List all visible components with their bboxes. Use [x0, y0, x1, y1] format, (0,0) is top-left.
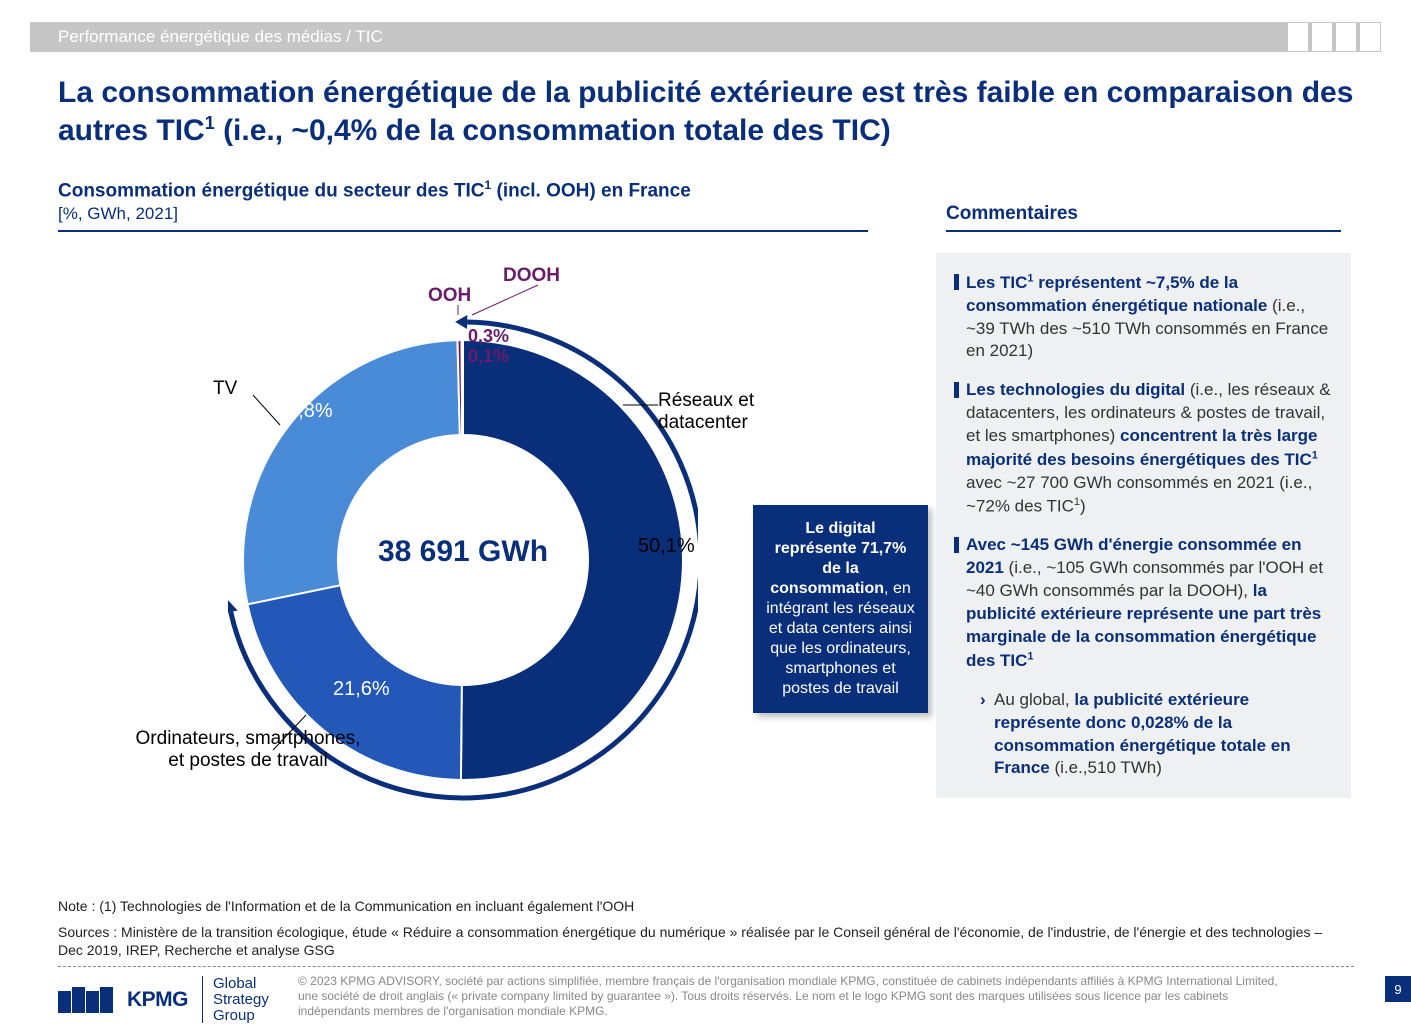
- header-breadcrumb: Performance énergétique des médias / TIC: [58, 27, 383, 47]
- copyright: © 2023 KPMG ADVISORY, société par action…: [298, 974, 1298, 1019]
- header-right-squares: [1287, 22, 1381, 52]
- divider-right: [946, 230, 1341, 232]
- donut-chart: 38 691 GWh Réseaux etdatacenter Ordinate…: [58, 260, 928, 840]
- footer-divider: [58, 966, 1354, 967]
- sources: Sources : Ministère de la transition éco…: [58, 923, 1348, 959]
- logo-block: KPMG GlobalStrategyGroup: [58, 976, 269, 1023]
- kpmg-logo-icon: [58, 987, 113, 1013]
- page-number: 9: [1385, 976, 1411, 1002]
- comment-item: Avec ~145 GWh d'énergie consommée en 202…: [954, 534, 1335, 672]
- divider-left: [58, 230, 868, 232]
- chart-subtitle: [%, GWh, 2021]: [58, 204, 178, 224]
- comment-item: Les technologies du digital (i.e., les r…: [954, 379, 1335, 518]
- gsg-text: GlobalStrategyGroup: [202, 976, 269, 1023]
- comments-title: Commentaires: [946, 203, 1078, 225]
- kpmg-text: KPMG: [127, 988, 188, 1012]
- header-bar: Performance énergétique des médias / TIC: [30, 22, 1381, 52]
- footnote: Note : (1) Technologies de l'Information…: [58, 898, 1348, 914]
- comment-item: Les TIC1 représentent ~7,5% de la consom…: [954, 271, 1335, 363]
- page-title: La consommation énergétique de la public…: [58, 74, 1361, 149]
- callout-box: Le digital représente 71,7% de la consom…: [753, 505, 928, 713]
- comment-sub-item: Au global, la publicité extérieure repré…: [980, 689, 1335, 781]
- chart-title: Consommation énergétique du secteur des …: [58, 178, 691, 202]
- comments-box: Les TIC1 représentent ~7,5% de la consom…: [936, 253, 1351, 798]
